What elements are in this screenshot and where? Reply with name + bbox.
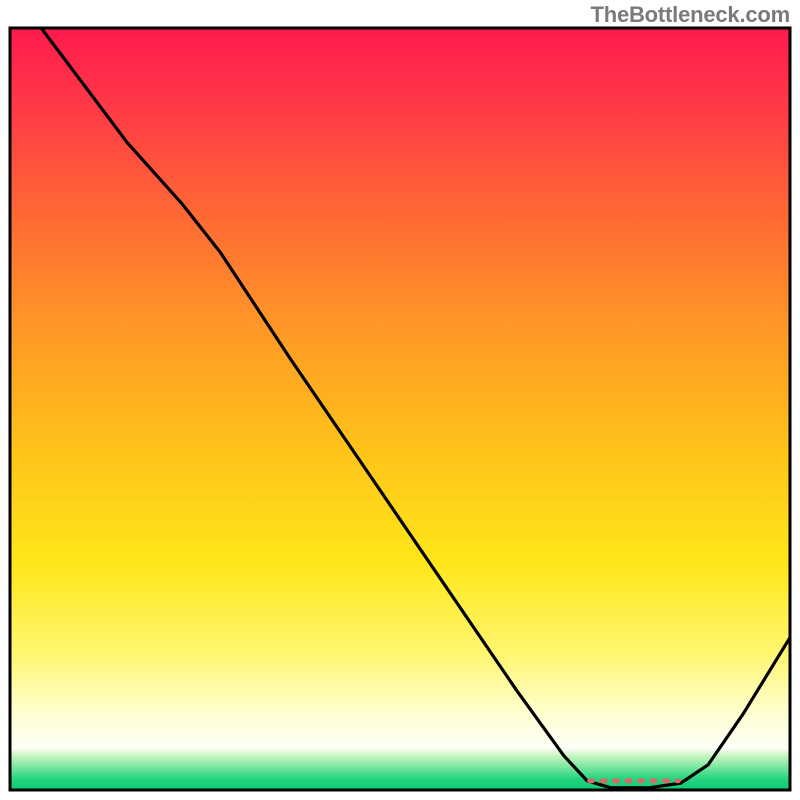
site-watermark: TheBottleneck.com xyxy=(590,2,790,28)
bottleneck-chart xyxy=(0,0,800,800)
